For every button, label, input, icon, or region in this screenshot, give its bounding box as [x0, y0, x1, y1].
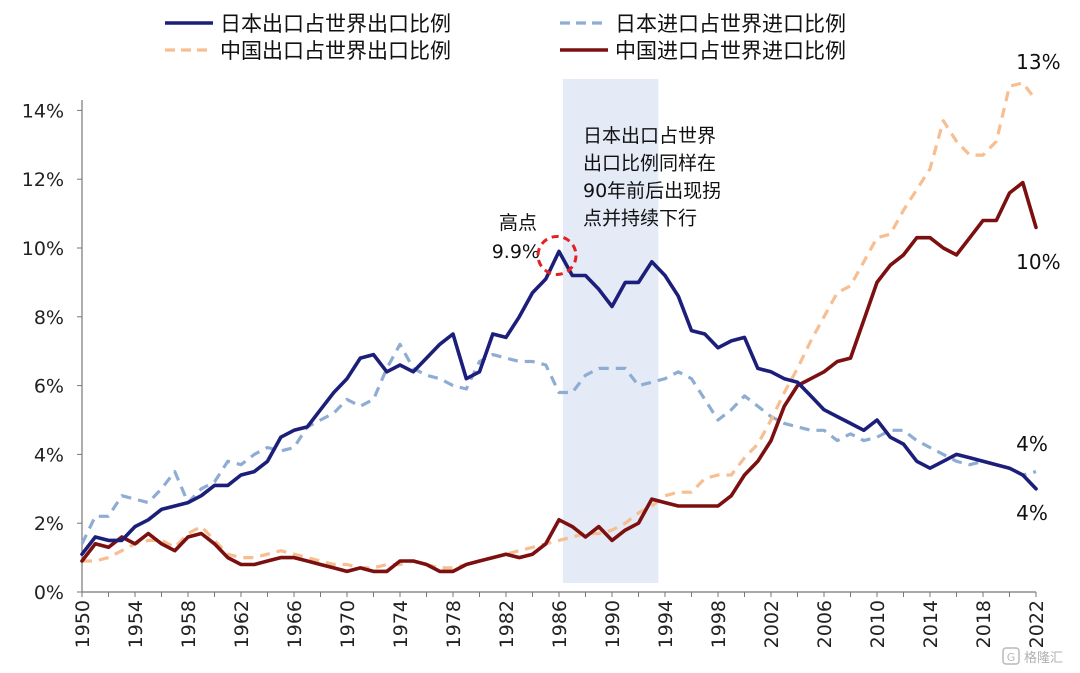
- y-tick-label: 2%: [34, 513, 64, 535]
- highlight-band-layer: [562, 79, 659, 583]
- period-note-line: 90年前后出现拐: [583, 180, 721, 202]
- end-value-label: 13%: [1016, 50, 1060, 74]
- series-line: [82, 81, 1038, 570]
- legend-label: 中国出口占世界出口比例: [220, 39, 451, 63]
- x-tick-label: 1982: [496, 600, 518, 648]
- y-tick-label: 14%: [22, 100, 64, 122]
- period-note-line: 点并持续下行: [583, 208, 697, 230]
- x-tick-label: 2002: [761, 600, 783, 648]
- axes: 0% 2% 4% 6% 8% 10% 12% 14% 1950 1954 1958 1962 1966 1…: [22, 100, 1048, 648]
- x-tick-label: 1970: [337, 600, 359, 648]
- y-tick-label: 0%: [34, 582, 64, 604]
- x-tick-label: 1950: [72, 600, 94, 648]
- end-value-label: 10%: [1016, 250, 1060, 274]
- y-tick-label: 6%: [34, 376, 64, 398]
- series-line: [80, 249, 1038, 556]
- svg-text:G: G: [1007, 651, 1016, 664]
- y-tick-label: 8%: [34, 307, 64, 329]
- x-tick-label: 2022: [1026, 600, 1048, 648]
- end-value-label: 4%: [1016, 501, 1048, 525]
- legend-label: 日本进口占世界进口比例: [615, 12, 846, 36]
- x-tick-label: 1998: [708, 600, 730, 648]
- period-note-line: 出口比例同样在: [583, 153, 716, 175]
- x-tick-label: 2010: [867, 600, 889, 648]
- y-tick-label: 4%: [34, 444, 64, 466]
- x-tick-label: 1954: [125, 600, 147, 648]
- x-tick-label: 1978: [443, 600, 465, 648]
- watermark-logo: G 格隆汇: [1002, 647, 1063, 666]
- x-tick-label: 1994: [655, 600, 677, 648]
- x-tick-label: 1962: [231, 600, 253, 648]
- peak-value: 9.9%: [492, 241, 540, 263]
- x-tick-label: 1990: [602, 600, 624, 648]
- x-tick-label: 2006: [814, 600, 836, 648]
- period-note-line: 日本出口占世界: [583, 125, 716, 147]
- y-tick-label: 12%: [22, 169, 64, 191]
- highlight-band: [562, 79, 659, 583]
- peak-title: 高点: [499, 212, 537, 234]
- x-tick-label: 2018: [973, 600, 995, 648]
- x-tick-label: 1986: [549, 600, 571, 648]
- peak-circle-marker: [536, 234, 578, 276]
- series-line: [80, 342, 1037, 545]
- legend-label: 日本出口占世界出口比例: [220, 12, 451, 36]
- watermark-text: 格隆汇: [1024, 650, 1063, 666]
- x-tick-label: 1966: [284, 600, 306, 648]
- x-tick-label: 1958: [178, 600, 200, 648]
- x-tick-label: 1974: [390, 600, 412, 648]
- series-lines: [80, 81, 1038, 574]
- end-value-label: 4%: [1016, 432, 1048, 456]
- x-tick-label: 2014: [920, 600, 942, 648]
- series-line: [80, 180, 1038, 574]
- y-tick-label: 10%: [22, 238, 64, 260]
- legend-label: 中国进口占世界进口比例: [615, 39, 846, 63]
